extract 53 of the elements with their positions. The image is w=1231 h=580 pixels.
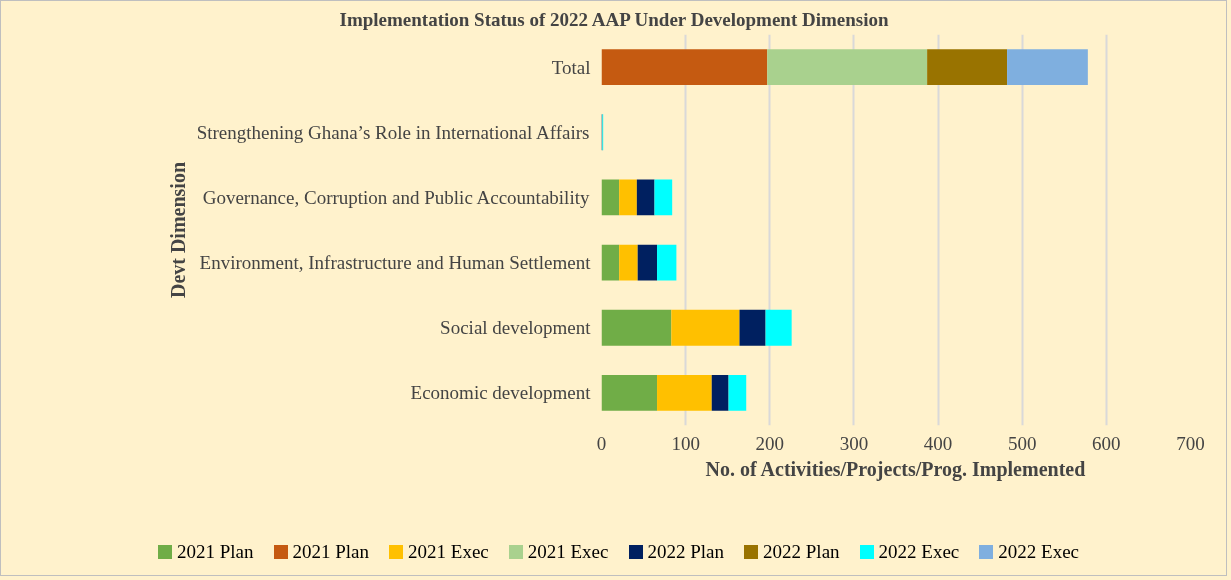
bar [728,375,747,411]
bar [765,309,792,346]
chart-title: Implementation Status of 2022 AAP Under Development Dimension [339,8,889,30]
bar [927,49,1008,85]
bar [711,375,729,411]
x-tick-label: 500 [1007,432,1037,454]
bar [636,179,655,216]
legend-item: 2022 Plan [744,538,840,566]
y-tick-label: Total [551,56,591,78]
legend-label: 2022 Plan [647,540,725,564]
bar [739,309,766,346]
y-tick-label: Environment, Infrastructure and Human Settlement [199,252,592,274]
legend-item: 2022 Exec [979,538,1080,566]
x-tick-label: 600 [1092,432,1121,454]
legend-item: 2021 Exec [389,538,489,566]
x-tick-label: 200 [755,432,785,454]
x-tick-label: 700 [1176,432,1205,454]
legend-label: 2021 Plan [176,540,254,564]
bar [654,179,673,216]
x-tick-label: 0 [596,432,607,454]
x-tick-label: 400 [923,432,953,454]
legend-label: 2022 Exec [998,540,1080,564]
y-tick-label: Economic development [410,382,592,404]
bar [619,244,638,281]
bar [767,49,928,85]
bar [671,309,740,346]
y-tick-label: Governance, Corruption and Public Accountability [202,186,590,208]
bar [619,179,637,216]
legend-label: 2022 Exec [878,540,960,564]
legend-label: 2021 Plan [292,540,370,564]
y-axis-title: Devt Dimension [166,161,189,299]
bar [601,49,768,85]
bar [1007,49,1088,85]
y-tick-label: Social development [440,317,592,339]
legend-label: 2022 Plan [763,540,840,564]
legend-item: 2021 Plan [273,538,370,566]
bar [601,244,620,281]
bar [601,375,658,411]
x-axis-title: No. of Activities/Projects/Prog. Implemented [705,457,1086,481]
legend-label: 2021 Exec [527,540,609,564]
bar [601,309,672,346]
bar [601,179,620,216]
x-tick-label: 100 [671,432,700,454]
bar [637,244,658,281]
x-tick-label: 300 [839,432,869,454]
legend-item: 2022 Plan [628,538,725,566]
bar [657,375,712,411]
legend-item: 2021 Plan [157,538,254,566]
y-tick-label: Strengthening Ghana’s Role in International Affairs [196,121,590,143]
bar [657,244,677,281]
legend-item: 2022 Exec [859,538,960,566]
legend-label: 2021 Exec [408,540,489,564]
legend-item: 2021 Exec [508,538,609,566]
